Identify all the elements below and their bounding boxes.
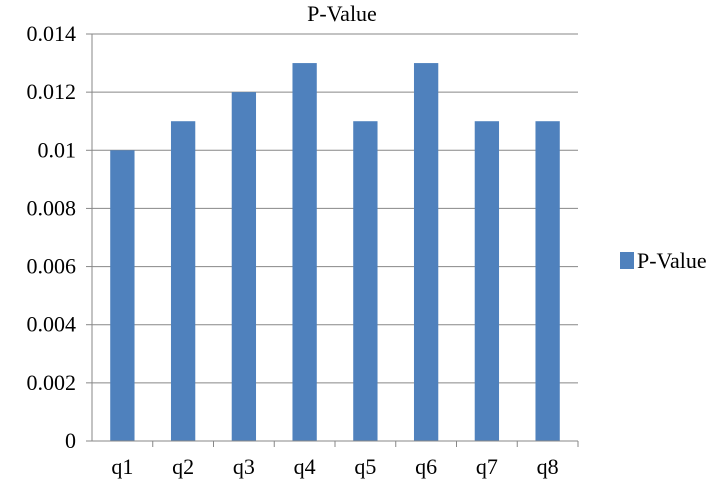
x-tick-label-q8: q8 <box>537 454 559 479</box>
bar-q3 <box>231 92 257 442</box>
x-tick-label-q5: q5 <box>354 454 376 479</box>
x-tick-label-q1: q1 <box>111 454 133 479</box>
bar-q6 <box>413 63 439 441</box>
y-tick-label-0.008: 0.008 <box>27 195 77 220</box>
bar-q2 <box>170 121 196 441</box>
y-tick-label-0.004: 0.004 <box>27 312 77 337</box>
y-tick-label-0.002: 0.002 <box>27 370 77 395</box>
gridlines <box>92 33 578 384</box>
x-tick-label-q7: q7 <box>476 454 498 479</box>
bar-q4 <box>292 63 317 441</box>
chart-title: P-Value <box>307 1 377 26</box>
legend-label-p-value: P-Value <box>637 248 707 273</box>
bar-q8 <box>535 121 560 441</box>
x-tick-label-q2: q2 <box>172 454 194 479</box>
bar-q1 <box>110 150 135 442</box>
y-axis-tick-labels: 0 0.002 0.004 0.006 0.008 0.01 0.012 0.014 <box>27 21 77 453</box>
x-tick-label-q4: q4 <box>294 454 316 479</box>
y-tick-label-0.012: 0.012 <box>27 79 77 104</box>
bar-q5 <box>353 121 378 441</box>
y-tick-label-0.006: 0.006 <box>27 254 77 279</box>
x-axis-tick-labels: q1 q2 q3 q4 q5 q6 q7 q8 <box>111 454 558 479</box>
x-tick-label-q3: q3 <box>233 454 255 479</box>
bars <box>110 63 560 442</box>
legend-swatch-p-value <box>620 252 634 269</box>
axes <box>86 33 579 447</box>
x-tick-label-q6: q6 <box>415 454 437 479</box>
y-tick-label-0.014: 0.014 <box>27 21 77 46</box>
y-tick-label-0.01: 0.01 <box>38 137 77 162</box>
legend: P-Value <box>620 248 707 273</box>
bar-q7 <box>474 121 500 441</box>
y-tick-label-0: 0 <box>65 428 76 453</box>
